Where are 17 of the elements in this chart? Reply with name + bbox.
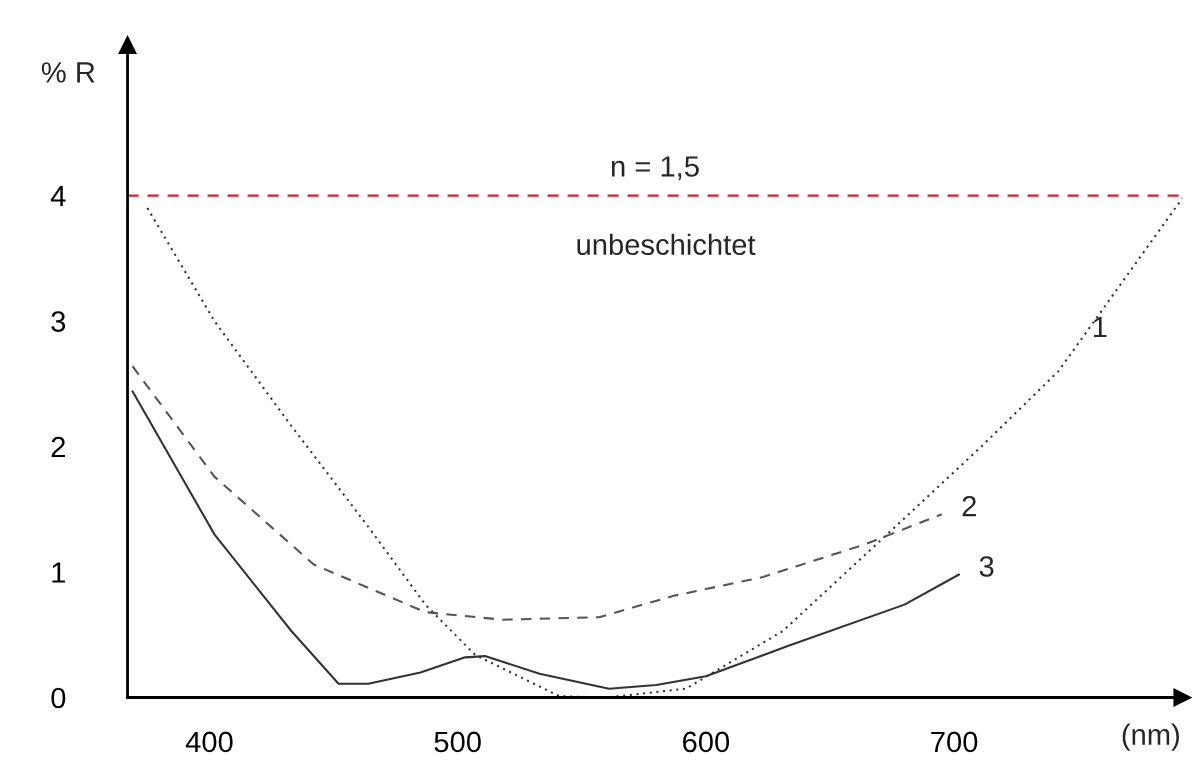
line-series <box>131 365 943 621</box>
x-tick-label: 700 <box>931 731 978 753</box>
x-tick-label: 600 <box>683 731 730 753</box>
x-tick-label: 400 <box>185 731 233 753</box>
y-axis-title: % R <box>41 62 95 83</box>
series-label: 3 <box>979 556 994 577</box>
annotation: unbeschichtet <box>577 233 756 256</box>
series-label: 2 <box>962 495 976 517</box>
y-tick-label: 1 <box>52 562 66 583</box>
y-tick-label: 4 <box>50 186 66 207</box>
y-tick-label: 3 <box>51 311 66 332</box>
y-tick-label: 2 <box>51 436 65 458</box>
annotation: n = 1,5 <box>611 156 699 181</box>
y-tick-label: 0 <box>51 687 66 709</box>
x-tick-label: 500 <box>434 731 481 753</box>
series-label: 1 <box>1093 317 1107 338</box>
x-axis-title: (nm) <box>1122 723 1179 751</box>
